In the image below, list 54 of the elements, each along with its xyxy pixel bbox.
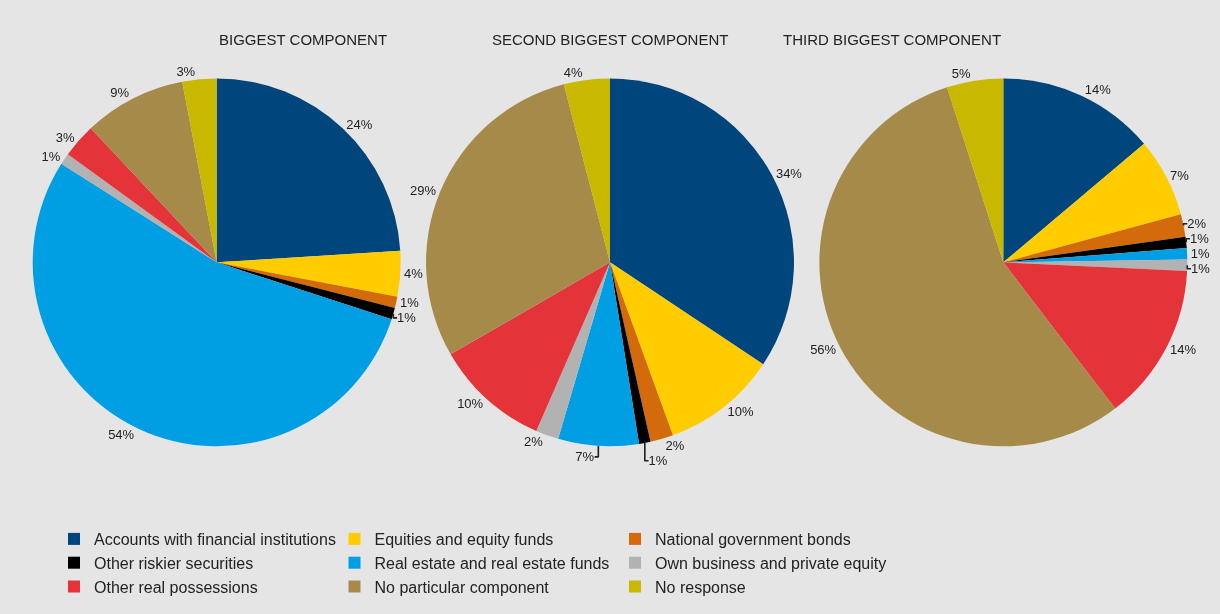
pie-slice [33,163,392,447]
pie-slice [182,78,217,263]
pie-slice [450,262,610,431]
pie-slice [610,262,673,442]
data-label: 54% [108,427,135,443]
data-label: 29% [410,182,437,198]
data-label: 5% [951,65,972,81]
pie-slice [558,262,640,447]
legend-label: Own business and private equity [655,554,887,572]
data-label: 3% [55,129,75,145]
legend-label: No response [655,578,746,596]
data-label: 7% [1170,167,1190,183]
data-label: 4% [404,266,424,282]
data-label: 14% [1084,81,1112,97]
chart-title: THIRD BIGGEST COMPONENT [783,31,1002,48]
data-label: 1% [1191,261,1211,277]
data-label: 2% [1187,216,1207,232]
pie-slice [216,78,401,263]
data-label: 24% [346,116,373,132]
data-label: 2% [524,434,544,450]
data-label: 4% [563,65,583,80]
data-label: 10% [457,396,484,412]
data-label: 1% [1189,231,1210,247]
pie-slice [90,81,217,263]
pie-slice [1003,78,1145,263]
chart-title: SECOND BIGGEST COMPONENT [492,31,729,48]
data-label: 56% [810,341,837,357]
data-label: 1% [648,453,668,469]
legend-label: Other real possessions [94,578,258,596]
legend-label: Real estate and real estate funds [374,554,610,572]
pie-slice [947,78,1004,263]
data-label: 9% [110,85,130,100]
pie-slice [610,262,764,436]
pie-slice [536,262,610,439]
legend-label: Accounts with financial institutions [94,531,336,549]
legend-label: National government bonds [655,531,851,549]
pie-slice [610,262,651,445]
pie-slice [563,78,610,263]
pie-slice [1003,214,1186,263]
legend-label: No particular component [374,578,550,596]
data-label: 7% [575,449,595,465]
data-label: 1% [397,310,417,326]
data-label: 1% [41,149,61,165]
data-label: 1% [399,295,420,311]
legend-label: Equities and equity funds [374,531,554,549]
chart-title: BIGGEST COMPONENT [219,31,388,48]
legend-label: Other riskier securities [94,554,254,572]
data-label: 2% [665,438,685,454]
pie-slice [216,250,401,297]
data-label: 14% [1170,341,1197,357]
data-label: 3% [176,64,196,80]
data-label: 1% [1190,246,1211,262]
data-label: 34% [775,166,803,182]
data-label: 10% [727,404,754,420]
